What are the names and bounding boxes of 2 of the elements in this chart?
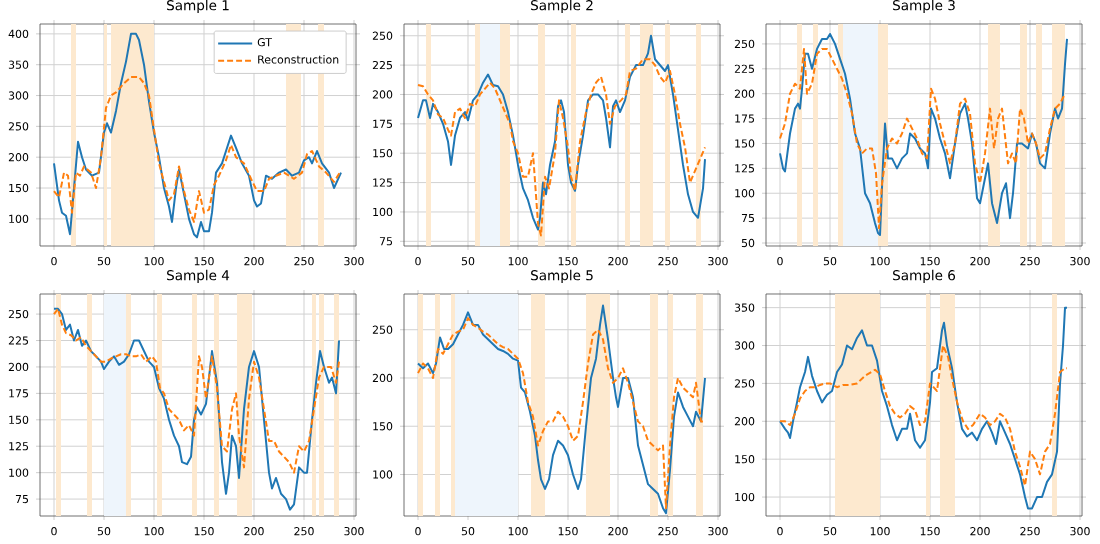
line-series [53,307,341,474]
line-series [779,344,1069,487]
